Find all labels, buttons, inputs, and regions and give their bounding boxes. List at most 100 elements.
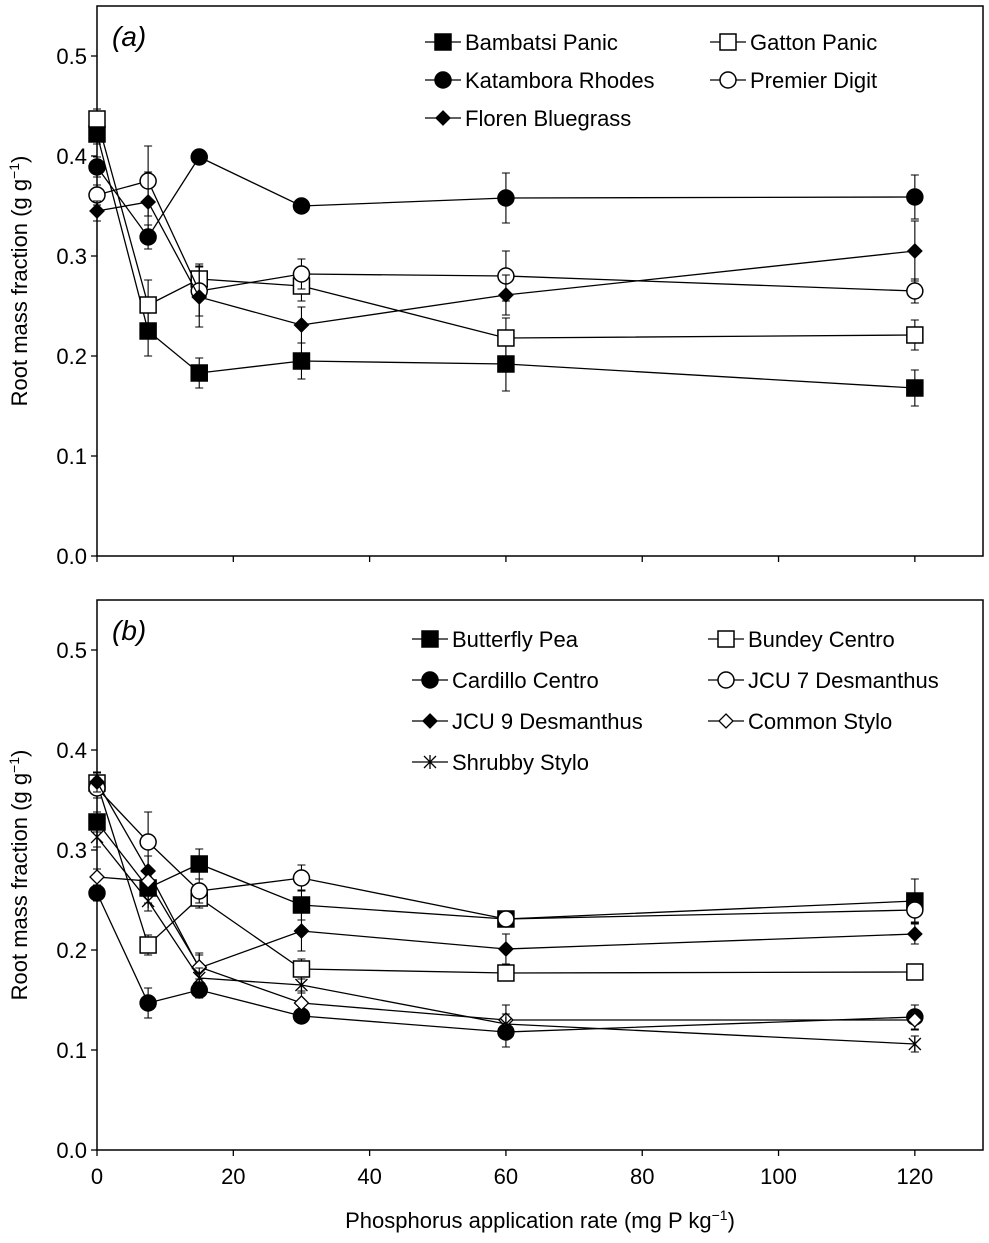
data-point [140, 873, 157, 889]
legend-label: JCU 9 Desmanthus [452, 709, 643, 734]
data-point [295, 978, 308, 992]
legend-label: Butterfly Pea [452, 627, 579, 652]
data-point [88, 884, 106, 902]
legend-label: Katambora Rhodes [465, 68, 655, 93]
legend-marker [717, 671, 735, 689]
legend-label: Bundey Centro [748, 627, 895, 652]
panel-a-x-ticks [96, 556, 916, 562]
legend-marker [423, 755, 437, 769]
legend-item: Premier Digit [710, 68, 877, 93]
y-tick-label: 0.3 [56, 838, 87, 863]
y-tick-label: 0.1 [56, 444, 87, 469]
x-tick-label: 100 [760, 1164, 797, 1189]
series-line [96, 180, 915, 292]
data-point [88, 158, 106, 176]
data-point [139, 936, 157, 954]
panel-a-letter: a [121, 21, 137, 52]
series-line [96, 787, 915, 920]
series-shrubby-stylo [90, 826, 922, 1053]
data-point [498, 287, 514, 303]
data-point [906, 901, 924, 919]
data-point [906, 379, 924, 397]
y-tick-label: 0.0 [56, 1138, 87, 1163]
data-point [499, 1017, 513, 1031]
data-point [908, 1037, 922, 1051]
y-tick-label: 0.4 [56, 144, 87, 169]
panel-a-frame [96, 5, 984, 557]
data-point [498, 941, 514, 957]
y-tick-label: 0.5 [56, 44, 87, 69]
data-point [292, 960, 311, 978]
panel-b-legend: Butterfly Pea Bundey Centro Cardillo Centr… [412, 627, 939, 775]
data-point [139, 833, 157, 851]
legend-label: Floren Bluegrass [465, 106, 631, 131]
panel-a-series-group [88, 108, 924, 407]
data-point [906, 188, 924, 206]
legend-marker [434, 33, 452, 51]
legend-label: Cardillo Centro [452, 668, 599, 693]
data-point [906, 243, 923, 259]
data-point [292, 869, 311, 887]
x-tick-label: 60 [494, 1164, 518, 1189]
y-tick-label: 0.4 [56, 738, 87, 763]
data-point [190, 148, 208, 166]
data-point [497, 964, 515, 982]
panel-a: (a) Root mass fraction (g g−1) 0.0 0.1 0.2… [6, 5, 984, 569]
y-tick-label: 0.2 [56, 938, 87, 963]
panel-a-y-ticks: 0.0 0.1 0.2 0.3 0.4 0.5 [56, 44, 97, 569]
legend-item: Bundey Centro [708, 627, 895, 652]
data-point [88, 110, 106, 128]
legend-label: Bambatsi Panic [465, 30, 618, 55]
series-jcu-9-desmanthus [89, 771, 923, 984]
y-tick-label: 0.3 [56, 244, 87, 269]
y-tick-label: 0.2 [56, 344, 87, 369]
data-point [89, 869, 105, 885]
legend-label: Premier Digit [750, 68, 877, 93]
series-line [96, 892, 915, 1033]
x-tick-label: 20 [221, 1164, 245, 1189]
y-tick-label: 0.1 [56, 1038, 87, 1063]
series-line [96, 782, 915, 974]
legend-marker [719, 71, 737, 89]
legend-label: Gatton Panic [750, 30, 877, 55]
data-point [292, 197, 311, 215]
data-point [90, 830, 104, 844]
data-point [141, 894, 155, 908]
data-point [192, 971, 206, 985]
panel-b-series-group [88, 771, 924, 1053]
data-point [906, 1012, 923, 1028]
series-line [96, 821, 915, 920]
legend-item: Bambatsi Panic [425, 30, 618, 55]
series-line [96, 201, 915, 326]
x-tick-label: 120 [896, 1164, 933, 1189]
data-point [190, 364, 208, 382]
data-point [140, 194, 157, 210]
series-line [96, 836, 915, 1045]
data-point [293, 923, 310, 939]
x-axis-title: Phosphorus application rate (mg P kg−1) [345, 1207, 735, 1233]
data-point [293, 995, 310, 1011]
panel-b-x-ticks: 0 20 40 60 80 100 120 [91, 1150, 933, 1189]
series-floren-bluegrass [89, 171, 923, 344]
legend-item: Shrubby Stylo [412, 750, 589, 775]
y-tick-label: 0.5 [56, 638, 87, 663]
legend-item: Gatton Panic [710, 30, 877, 55]
data-point [292, 265, 311, 283]
series-line [96, 781, 915, 969]
data-point [906, 282, 924, 300]
legend-item: Cardillo Centro [412, 668, 599, 693]
legend-item: Floren Bluegrass [425, 106, 631, 131]
legend-label: Shrubby Stylo [452, 750, 589, 775]
data-point [139, 296, 157, 314]
data-point [191, 289, 208, 305]
legend-marker [719, 33, 737, 51]
series-gatton-panic [88, 108, 924, 359]
panel-b-y-ticks: 0.0 0.1 0.2 0.3 0.4 0.5 [56, 638, 97, 1163]
panel-a-legend: Bambatsi Panic Gatton Panic Katambora Rhod… [425, 30, 877, 131]
series-butterfly-pea [88, 811, 924, 928]
panel-b-letter: b [121, 615, 137, 646]
legend-marker [717, 630, 735, 648]
x-tick-label: 80 [630, 1164, 654, 1189]
